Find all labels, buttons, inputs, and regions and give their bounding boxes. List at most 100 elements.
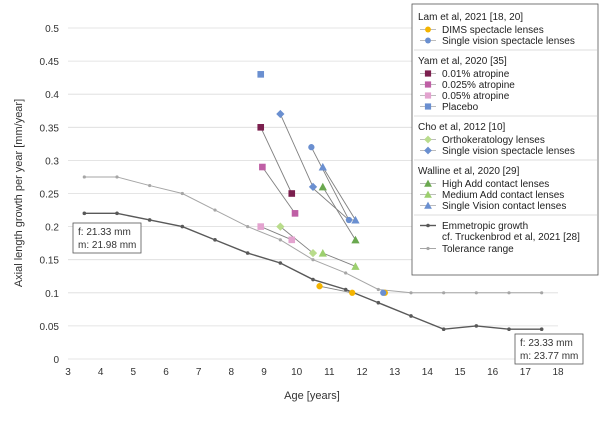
emmetropic-growth-point bbox=[147, 218, 152, 222]
legend-placebo-swatch bbox=[424, 103, 432, 110]
legend-tolerance-dot bbox=[426, 246, 430, 251]
y-tick-label: 0.15 bbox=[40, 256, 60, 267]
tolerance-range-point bbox=[376, 287, 380, 292]
legend-entry-label: Single Vision contact lenses bbox=[442, 201, 566, 212]
emmetropic-growth-point bbox=[278, 261, 283, 265]
x-tick-label: 15 bbox=[454, 367, 466, 378]
x-tick-label: 9 bbox=[261, 367, 267, 378]
orthokeratology-lenses-marker bbox=[308, 248, 318, 258]
legend-entry-label: Placebo bbox=[442, 102, 479, 113]
legend-entry-label: 0.025% atropine bbox=[442, 80, 515, 91]
legend-entry-label: Single vision spectacle lenses bbox=[442, 36, 575, 47]
0-01-atropine-marker bbox=[257, 124, 265, 131]
y-tick-label: 0.45 bbox=[40, 57, 60, 68]
high-add-contact-lenses-marker bbox=[318, 182, 327, 191]
legend-group-title: Lam et al, 2021 [18, 20] bbox=[418, 12, 523, 23]
tolerance-range-point bbox=[180, 191, 184, 196]
connector-line bbox=[280, 226, 314, 254]
annotation-left: f: 21.33 mm m: 21.98 mm bbox=[72, 222, 142, 254]
x-tick-label: 14 bbox=[422, 367, 434, 378]
tolerance-range-point bbox=[507, 291, 511, 295]
x-tick-label: 3 bbox=[65, 367, 71, 378]
legend-group-title: Cho et al, 2012 [10] bbox=[418, 122, 506, 133]
0-05-atropine-marker bbox=[288, 236, 296, 244]
emmetropic-growth-point bbox=[441, 327, 446, 332]
0-01-atropine-marker bbox=[288, 190, 296, 197]
legend-entry-label: Orthokeratology lenses bbox=[442, 135, 545, 146]
y-tick-label: 0 bbox=[53, 355, 59, 366]
tolerance-range-point bbox=[344, 271, 348, 275]
x-tick-label: 12 bbox=[356, 367, 368, 378]
emmetropic-growth-point bbox=[343, 287, 348, 292]
x-axis-label: Age [years] bbox=[284, 390, 340, 402]
legend-orthokeratology-lenses-swatch bbox=[424, 135, 432, 144]
annotation-left-line2: m: 21.98 mm bbox=[78, 240, 136, 251]
tolerance-range-point bbox=[311, 258, 315, 262]
x-tick-label: 6 bbox=[163, 367, 169, 378]
legend-single-vision-spectacle-lenses-swatch bbox=[425, 37, 431, 44]
connector-line bbox=[261, 166, 296, 214]
connector-line bbox=[322, 252, 356, 267]
connector-line bbox=[319, 285, 353, 294]
emmetropic-growth-point bbox=[311, 277, 315, 282]
study-markers bbox=[257, 71, 389, 296]
tolerance-range-series bbox=[82, 175, 544, 295]
tolerance-range-point bbox=[278, 238, 282, 242]
x-tick-label: 5 bbox=[131, 367, 137, 378]
emmetropic-growth-point bbox=[245, 251, 250, 255]
connector-line bbox=[260, 127, 293, 194]
x-tick-label: 16 bbox=[487, 367, 499, 378]
legend-entry-label: 0.01% atropine bbox=[442, 69, 510, 80]
tolerance-range-point bbox=[442, 291, 446, 295]
0-025-atropine-marker bbox=[291, 210, 299, 217]
medium-add-contact-lenses-marker bbox=[351, 262, 360, 270]
x-tick-label: 7 bbox=[196, 367, 202, 378]
emmetropic-growth-point bbox=[409, 314, 413, 318]
legend-group-title: Walline et al, 2020 [29] bbox=[418, 166, 520, 177]
y-tick-label: 0.05 bbox=[40, 322, 60, 333]
tolerance-range-point bbox=[474, 291, 478, 295]
connector-line bbox=[310, 146, 350, 221]
legend-dims-spectacle-lenses-swatch bbox=[425, 26, 431, 33]
emmetropic-growth-point bbox=[180, 224, 185, 229]
tolerance-range-point bbox=[213, 208, 217, 212]
high-add-contact-lenses-marker bbox=[351, 235, 360, 244]
placebo-marker bbox=[257, 71, 265, 78]
orthokeratology-lenses-marker bbox=[276, 222, 285, 231]
single-vision-spectacle-lenses-marker bbox=[380, 289, 387, 296]
y-tick-label: 0.5 bbox=[45, 24, 59, 35]
legend-entry-label: 0.05% atropine bbox=[442, 91, 510, 102]
x-tick-label: 18 bbox=[552, 367, 564, 378]
legend-entry-label: Medium Add contact lenses bbox=[442, 190, 564, 201]
legend-single-vision-contact-lenses-swatch bbox=[424, 201, 432, 209]
single-vision-spectacle-lenses-marker bbox=[276, 109, 285, 119]
emmetropic-growth-point bbox=[115, 211, 119, 216]
x-tick-label: 17 bbox=[520, 367, 532, 378]
tolerance-range-point bbox=[148, 183, 152, 188]
legend-entry-label: DIMS spectacle lenses bbox=[442, 25, 544, 36]
y-tick-label: 0.3 bbox=[45, 156, 59, 167]
legend-entry-label: High Add contact lenses bbox=[442, 179, 549, 190]
x-tick-label: 4 bbox=[98, 367, 104, 378]
legend-entry-label: Emmetropic growth bbox=[442, 221, 528, 232]
single-vision-spectacle-lenses-marker bbox=[308, 144, 315, 151]
annotation-left-line1: f: 21.33 mm bbox=[78, 227, 131, 238]
x-tick-label: 8 bbox=[229, 367, 235, 378]
single-vision-contact-lenses-marker bbox=[318, 162, 327, 171]
0-05-atropine-marker bbox=[257, 223, 265, 230]
y-tick-label: 0.25 bbox=[40, 190, 60, 201]
y-tick-label: 0.4 bbox=[45, 90, 59, 101]
study-connector-lines bbox=[260, 113, 356, 294]
0-025-atropine-marker bbox=[259, 163, 266, 171]
y-tick-label: 0.1 bbox=[45, 289, 59, 300]
emmetropic-growth-point bbox=[507, 327, 511, 332]
emmetropic-growth-point bbox=[213, 238, 217, 242]
tolerance-range-point bbox=[540, 291, 544, 295]
connector-line bbox=[260, 226, 292, 241]
single-vision-spectacle-lenses-marker bbox=[308, 182, 318, 192]
emmetropic-growth-point bbox=[539, 327, 544, 332]
legend-entry-label: Tolerance range bbox=[442, 244, 514, 255]
emmetropic-growth-series bbox=[82, 211, 544, 332]
legend-group-title: Yam et al, 2020 [35] bbox=[418, 56, 507, 67]
connector-line bbox=[279, 113, 314, 188]
